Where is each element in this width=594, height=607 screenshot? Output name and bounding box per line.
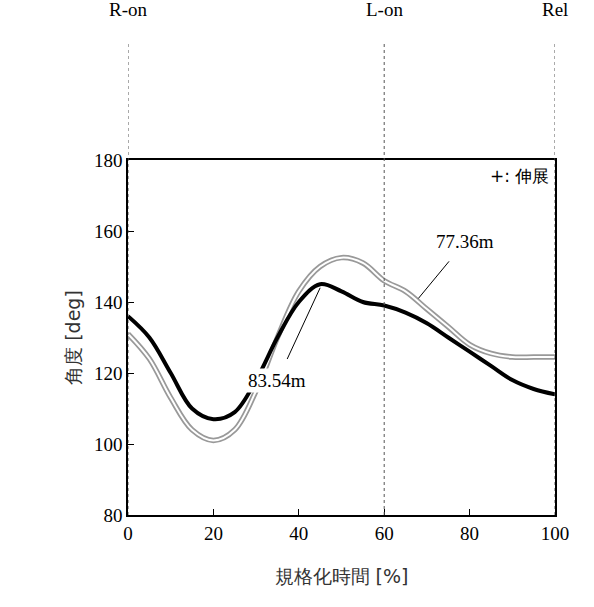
svg-text:100: 100	[94, 434, 123, 455]
svg-text:83.54m: 83.54m	[248, 370, 306, 391]
svg-text:0: 0	[123, 523, 133, 544]
svg-text:20: 20	[204, 523, 223, 544]
svg-text:+: 伸展: +: 伸展	[490, 166, 549, 186]
svg-text:77.36m: 77.36m	[436, 231, 494, 252]
svg-text:120: 120	[94, 363, 123, 384]
svg-text:規格化時間 [%]: 規格化時間 [%]	[275, 565, 409, 587]
svg-text:L-on: L-on	[366, 0, 403, 20]
svg-text:60: 60	[375, 523, 394, 544]
svg-text:180: 180	[94, 150, 123, 171]
svg-text:80: 80	[103, 505, 122, 526]
svg-text:160: 160	[94, 221, 123, 242]
svg-text:R-on: R-on	[109, 0, 148, 20]
svg-text:Rel: Rel	[542, 0, 568, 20]
svg-text:140: 140	[94, 292, 123, 313]
svg-text:40: 40	[289, 523, 308, 544]
svg-text:80: 80	[460, 523, 479, 544]
svg-text:角度 [deg]: 角度 [deg]	[62, 290, 84, 385]
svg-text:100: 100	[541, 523, 570, 544]
